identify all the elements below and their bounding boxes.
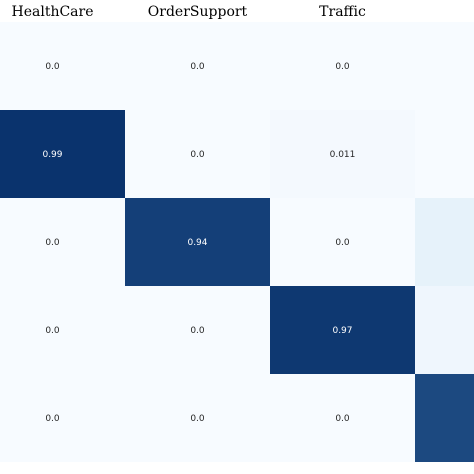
column-label: HealthCare [12,4,94,20]
cell-value-label: 0.97 [332,326,352,336]
cell-value-label: 0.0 [335,238,350,248]
heatmap-cell [415,110,474,198]
cell-value-label: 0.011 [330,150,356,160]
cell-value-label: 0.0 [190,414,205,424]
heatmap-cell [415,374,474,462]
heatmap-cell [415,22,474,110]
cell-value-label: 0.0 [45,238,60,248]
heatmap-cell [270,374,415,462]
heatmap-cell [415,286,474,374]
heatmap-cell [0,286,125,374]
heatmap-cell [0,110,125,198]
heatmap-cell [125,22,270,110]
heatmap-cell [415,198,474,286]
cell-value-label: 0.0 [45,414,60,424]
heatmap-cell [0,22,125,110]
heatmap-cell [0,374,125,462]
cell-value-label: 0.99 [42,150,62,160]
column-label: OrderSupport [148,4,248,20]
cell-value-label: 0.0 [335,414,350,424]
heatmap-cell [125,198,270,286]
cell-value-label: 0.94 [187,238,207,248]
cell-value-label: 0.0 [190,62,205,72]
cell-value-label: 0.0 [45,326,60,336]
heatmap-cell [270,286,415,374]
cell-value-label: 0.0 [45,62,60,72]
heatmap-cell [125,286,270,374]
heatmap-cell [270,198,415,286]
cell-value-label: 0.0 [190,326,205,336]
heatmap-cell [0,198,125,286]
heatmap-cell [125,110,270,198]
cell-value-label: 0.0 [335,62,350,72]
heatmap-cell [270,22,415,110]
column-label: Traffic [319,4,366,20]
cell-value-label: 0.0 [190,150,205,160]
heatmap-cell [270,110,415,198]
heatmap-cell [125,374,270,462]
